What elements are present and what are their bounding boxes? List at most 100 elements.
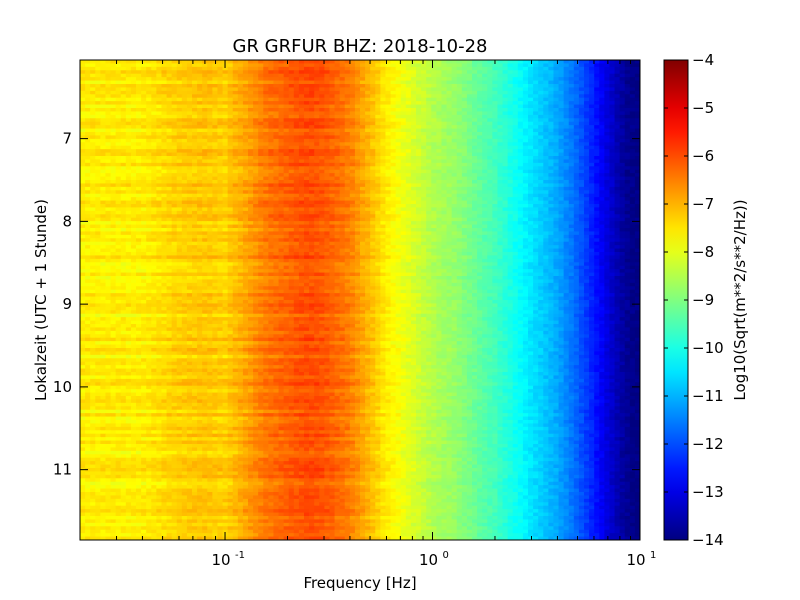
heatmap-cell [482, 101, 488, 105]
heatmap-cell [131, 139, 137, 143]
heatmap-cell [579, 177, 585, 181]
heatmap-cell [472, 105, 478, 109]
heatmap-cell [253, 105, 259, 109]
heatmap-cell [594, 146, 600, 150]
heatmap-cell [477, 98, 483, 102]
heatmap-cell [472, 197, 478, 201]
heatmap-cell [355, 125, 361, 129]
heatmap-cell [238, 84, 244, 88]
heatmap-cell [121, 197, 127, 201]
heatmap-cell [630, 132, 636, 136]
heatmap-cell [95, 101, 101, 105]
heatmap-cell [340, 180, 346, 184]
heatmap-cell [589, 173, 595, 177]
heatmap-cell [523, 180, 529, 184]
heatmap-cell [380, 207, 386, 211]
heatmap-cell [273, 74, 279, 78]
heatmap-cell [217, 108, 223, 112]
heatmap-cell [630, 125, 636, 129]
heatmap-cell [223, 211, 229, 215]
heatmap-cell [263, 98, 269, 102]
heatmap-cell [228, 74, 234, 78]
heatmap-cell [268, 111, 274, 115]
heatmap-cell [487, 115, 493, 119]
heatmap-cell [447, 125, 453, 129]
heatmap-cell [589, 129, 595, 133]
heatmap-cell [258, 207, 264, 211]
heatmap-cell [609, 207, 615, 211]
heatmap-cell [105, 135, 111, 139]
heatmap-cell [289, 108, 295, 112]
heatmap-cell [248, 81, 254, 85]
heatmap-cell [126, 91, 132, 95]
heatmap-cell [625, 153, 631, 157]
heatmap-cell [156, 170, 162, 174]
heatmap-cell [121, 163, 127, 167]
heatmap-cell [202, 122, 208, 126]
heatmap-cell [273, 67, 279, 71]
heatmap-cell [441, 201, 447, 205]
heatmap-cell [309, 101, 315, 105]
heatmap-cell [436, 159, 442, 163]
heatmap-cell [253, 163, 259, 167]
heatmap-cell [406, 204, 412, 208]
heatmap-cell [553, 98, 559, 102]
heatmap-cell [121, 146, 127, 150]
heatmap-cell [421, 74, 427, 78]
heatmap-cell [543, 84, 549, 88]
heatmap-cell [105, 111, 111, 115]
heatmap-cell [156, 183, 162, 187]
heatmap-cell [365, 177, 371, 181]
heatmap-cell [319, 159, 325, 163]
heatmap-cell [279, 204, 285, 208]
heatmap-cell [217, 183, 223, 187]
heatmap-cell [207, 149, 213, 153]
heatmap-cell [594, 211, 600, 215]
heatmap-cell [197, 197, 203, 201]
heatmap-cell [579, 163, 585, 167]
heatmap-cell [548, 187, 554, 191]
heatmap-cell [360, 77, 366, 81]
heatmap-cell [258, 177, 264, 181]
heatmap-cell [243, 122, 249, 126]
heatmap-cell [396, 201, 402, 205]
heatmap-cell [482, 197, 488, 201]
heatmap-cell [467, 183, 473, 187]
heatmap-cell [467, 74, 473, 78]
heatmap-cell [187, 211, 193, 215]
heatmap-cell [172, 177, 178, 181]
heatmap-cell [604, 201, 610, 205]
heatmap-cell [574, 207, 580, 211]
heatmap-cell [391, 153, 397, 157]
heatmap-cell [268, 105, 274, 109]
heatmap-cell [380, 81, 386, 85]
heatmap-cell [630, 197, 636, 201]
heatmap-cell [518, 60, 524, 64]
heatmap-cell [223, 204, 229, 208]
heatmap-cell [375, 67, 381, 71]
heatmap-cell [396, 87, 402, 91]
heatmap-cell [528, 194, 534, 198]
heatmap-cell [284, 98, 290, 102]
heatmap-cell [177, 87, 183, 91]
heatmap-cell [574, 183, 580, 187]
heatmap-cell [518, 91, 524, 95]
heatmap-cell [151, 115, 157, 119]
heatmap-cell [340, 153, 346, 157]
heatmap-cell [559, 122, 565, 126]
heatmap-cell [324, 111, 330, 115]
heatmap-cell [243, 187, 249, 191]
heatmap-cell [396, 194, 402, 198]
heatmap-cell [182, 67, 188, 71]
heatmap-cell [375, 211, 381, 215]
heatmap-cell [156, 149, 162, 153]
heatmap-cell [329, 197, 335, 201]
heatmap-cell [111, 74, 117, 78]
heatmap-cell [564, 125, 570, 129]
heatmap-cell [151, 98, 157, 102]
heatmap-cell [258, 135, 264, 139]
heatmap-cell [426, 173, 432, 177]
heatmap-cell [523, 108, 529, 112]
heatmap-cell [289, 129, 295, 133]
heatmap-cell [172, 105, 178, 109]
